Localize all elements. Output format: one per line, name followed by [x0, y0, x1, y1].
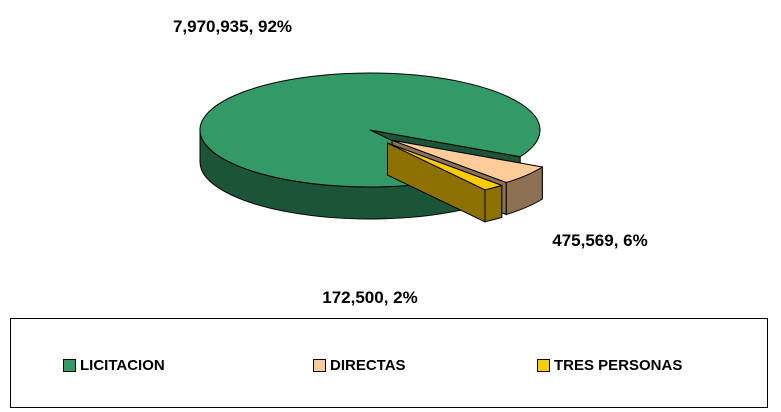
slice-side: [484, 184, 503, 223]
legend: LICITACION DIRECTAS TRES PERSONAS: [10, 318, 768, 408]
slice: [391, 139, 544, 184]
legend-label: DIRECTAS: [330, 357, 406, 374]
legend-swatch: [313, 359, 326, 372]
legend-item: DIRECTAS: [313, 357, 406, 374]
legend-swatch: [537, 359, 550, 372]
slice: [199, 72, 541, 188]
data-label: 172,500, 2%: [322, 288, 418, 307]
legend-label: TRES PERSONAS: [554, 357, 683, 374]
data-label: 475,569, 6%: [552, 231, 648, 250]
slice: [387, 142, 504, 191]
legend-swatch: [63, 359, 76, 372]
pie-area: [199, 72, 544, 223]
legend-item: LICITACION: [63, 357, 165, 374]
data-label: 7,970,935, 92%: [172, 17, 293, 36]
legend-item: TRES PERSONAS: [537, 357, 682, 374]
legend-label: LICITACION: [80, 357, 165, 374]
